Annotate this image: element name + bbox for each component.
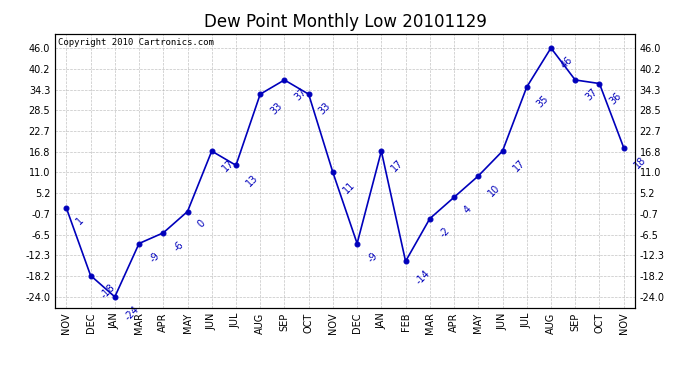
Text: 37: 37: [584, 87, 600, 103]
Text: 18: 18: [632, 154, 648, 170]
Text: 36: 36: [608, 90, 624, 106]
Text: 0: 0: [196, 219, 207, 230]
Text: Copyright 2010 Cartronics.com: Copyright 2010 Cartronics.com: [58, 38, 214, 47]
Text: -18: -18: [99, 282, 117, 301]
Text: 35: 35: [535, 94, 551, 110]
Text: 17: 17: [220, 158, 236, 174]
Text: 33: 33: [268, 101, 284, 117]
Text: 46: 46: [560, 55, 575, 70]
Text: 13: 13: [244, 172, 260, 188]
Text: -24: -24: [123, 304, 141, 322]
Text: -6: -6: [172, 240, 186, 254]
Text: -9: -9: [366, 251, 380, 264]
Title: Dew Point Monthly Low 20101129: Dew Point Monthly Low 20101129: [204, 13, 486, 31]
Text: 11: 11: [342, 179, 357, 195]
Text: -2: -2: [438, 226, 452, 240]
Text: 17: 17: [390, 158, 406, 174]
Text: 10: 10: [486, 183, 502, 199]
Text: -14: -14: [414, 268, 432, 286]
Text: 1: 1: [75, 215, 86, 226]
Text: 4: 4: [462, 204, 474, 216]
Text: 33: 33: [317, 101, 333, 117]
Text: 37: 37: [293, 87, 308, 103]
Text: -9: -9: [148, 251, 161, 264]
Text: 17: 17: [511, 158, 526, 174]
